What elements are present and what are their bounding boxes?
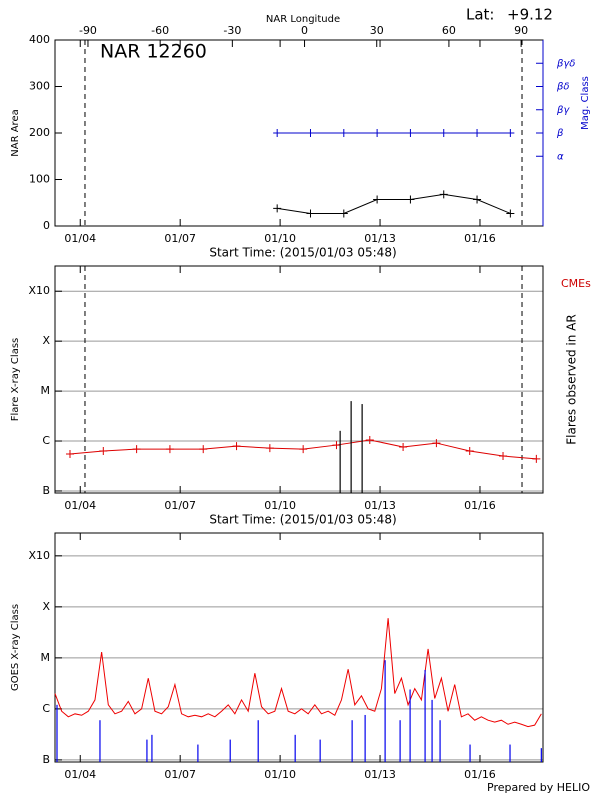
y2-axis-title: Flares observed in AR [565,314,579,444]
point-marker [165,445,174,454]
point-marker [365,435,374,444]
point-marker [432,439,441,448]
x2-tick-label: 60 [442,24,456,37]
point-marker [199,445,208,454]
x-tick-label: 01/13 [364,232,396,245]
y-tick-label: X [42,334,50,347]
point-marker [99,447,108,456]
y2-tick-label: α [557,151,564,162]
x2-tick-label: -90 [79,24,97,37]
y2-tick-label: βδ [556,82,570,93]
point-marker [306,209,315,218]
point-marker [506,209,515,218]
y2-tick-label: β [556,128,564,139]
x-tick-label: 01/07 [164,768,196,781]
x2-tick-label: -60 [151,24,169,37]
x2-tick-label: 0 [301,24,308,37]
x2-tick-label: 90 [514,24,528,37]
y-axis-title: GOES X-ray Class [10,604,21,691]
x2-tick-label: 30 [370,24,384,37]
point-marker [265,444,274,453]
x-tick-label: 01/10 [264,232,296,245]
plot-frame [54,265,544,494]
y-tick-label: B [42,753,50,766]
y-tick-label: M [41,384,51,397]
point-marker [299,445,308,454]
point-marker [132,445,141,454]
x-tick-label: 01/16 [464,232,496,245]
x-tick-label: 01/04 [64,499,96,512]
x-tick-label: 01/13 [364,499,396,512]
annotation: CMEs [561,277,591,290]
point-marker [232,442,241,451]
y2-tick-label: βγ [556,105,570,116]
x-tick-label: 01/10 [264,499,296,512]
point-marker [465,447,474,456]
y-tick-label: 200 [29,126,50,139]
y2-tick-label: βγδ [556,58,575,69]
y-axis-title: NAR Area [10,109,21,156]
y-tick-label: X10 [28,549,50,562]
series-line [277,193,511,214]
y-tick-label: C [42,434,50,447]
y-tick-label: 100 [29,173,50,186]
y-tick-label: B [42,484,50,497]
y-tick-label: M [41,651,51,664]
y-axis-title: Flare X-ray Class [10,338,21,422]
x-tick-label: 01/07 [164,232,196,245]
x-tick-label: 01/13 [364,768,396,781]
y-tick-label: 0 [43,219,50,232]
y2-axis-title: Mag. Class [580,76,591,130]
lat-value: +9.12 [507,6,553,24]
point-marker [439,129,448,137]
y-tick-label: 300 [29,80,50,93]
point-marker [473,129,482,137]
point-marker [339,129,348,137]
point-marker [373,129,382,137]
footer: Prepared by HELIO [487,781,590,794]
point-marker [439,190,448,199]
x2-axis-title: NAR Longitude [266,14,340,25]
point-marker [499,452,508,461]
point-marker [339,209,348,218]
point-marker [406,129,415,137]
x2-tick-label: -30 [223,24,241,37]
point-marker [473,195,482,204]
point-marker [532,454,541,463]
plot-frame [54,532,544,763]
x-axis-title: Start Time: (2015/01/03 05:48) [209,513,396,527]
x-tick-label: 01/07 [164,499,196,512]
point-marker [273,204,282,213]
point-marker [399,442,408,451]
point-marker [306,129,315,137]
point-marker [373,195,382,204]
point-marker [332,441,341,450]
y-tick-label: X [42,600,50,613]
y-tick-label: C [42,702,50,715]
x-tick-label: 01/16 [464,499,496,512]
x-tick-label: 01/04 [64,232,96,245]
point-marker [506,129,515,137]
y-tick-label: X10 [28,284,50,297]
x-tick-label: 01/04 [64,768,96,781]
series-line [54,618,542,728]
lat-label: Lat: [466,6,494,24]
x-axis-title: Start Time: (2015/01/03 05:48) [209,246,396,260]
point-marker [273,129,282,137]
y-tick-label: 400 [29,33,50,46]
panel-title: NAR 12260 [100,41,207,63]
point-marker [406,195,415,204]
x-tick-label: 01/10 [264,768,296,781]
x-tick-label: 01/16 [464,768,496,781]
point-marker [65,449,74,458]
